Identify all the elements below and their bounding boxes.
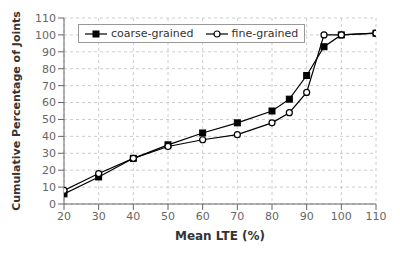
svg-text:Cumulative Percentage of Joint: Cumulative Percentage of Joints [10,11,23,211]
svg-text:90: 90 [300,210,314,223]
svg-text:100: 100 [331,210,352,223]
svg-text:40: 40 [126,210,140,223]
svg-text:70: 70 [42,80,56,93]
svg-text:20: 20 [42,164,56,177]
svg-text:80: 80 [42,63,56,76]
svg-text:70: 70 [230,210,244,223]
svg-text:60: 60 [42,96,56,109]
svg-text:50: 50 [161,210,175,223]
html-text:fine-grained: fine-grained [231,27,299,40]
svg-text:40: 40 [42,130,56,143]
svg-text:100: 100 [35,29,56,42]
svg-text:80: 80 [265,210,279,223]
svg-text:30: 30 [42,147,56,160]
svg-text:110: 110 [35,12,56,25]
svg-text:90: 90 [42,46,56,59]
svg-text:60: 60 [196,210,210,223]
svg-text:30: 30 [92,210,106,223]
html-text:coarse-grained: coarse-grained [111,27,194,40]
svg-text:110: 110 [366,210,387,223]
svg-text:50: 50 [42,113,56,126]
svg-text:10: 10 [42,181,56,194]
svg-text:20: 20 [57,210,71,223]
svg-text:0: 0 [49,198,56,211]
svg-text:Mean LTE (%): Mean LTE (%) [175,229,265,243]
